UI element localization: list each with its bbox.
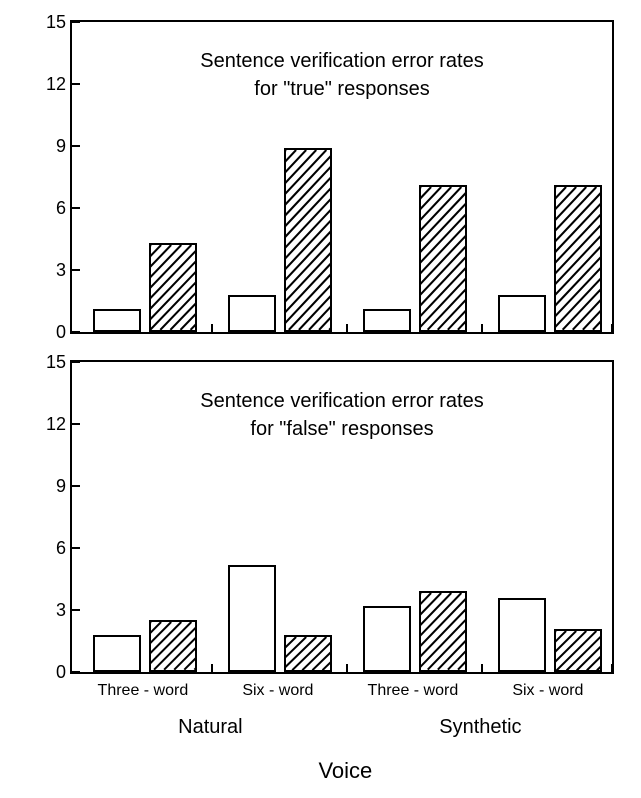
bar-0-7	[554, 185, 602, 332]
ytick-label: 12	[46, 75, 72, 93]
bar-0-0	[93, 309, 141, 332]
group-label-1: Synthetic	[439, 716, 521, 739]
panel-title-line2: for "false" responses	[250, 418, 433, 440]
ytick-label: 9	[56, 477, 72, 495]
ytick-label: 15	[46, 353, 72, 371]
bar-0-2	[228, 295, 276, 332]
panel-title-line2: for "true" responses	[254, 78, 429, 100]
xtick-mark	[481, 324, 483, 334]
bar-0-6	[498, 295, 546, 332]
xtick-mark	[481, 664, 483, 674]
category-label-1: Six - word	[242, 682, 313, 700]
panel-0: 03691215Sentence verification error rate…	[70, 20, 614, 334]
bar-1-4	[363, 606, 411, 672]
xtick-mark	[611, 324, 613, 334]
bar-0-5	[419, 185, 467, 332]
ytick-label: 12	[46, 415, 72, 433]
bar-0-3	[284, 148, 332, 332]
category-label-2: Three - word	[368, 682, 459, 700]
ytick-label: 6	[56, 539, 72, 557]
bar-1-1	[149, 620, 197, 672]
x-axis-label: Voice	[318, 758, 372, 784]
xtick-mark	[346, 324, 348, 334]
bar-0-1	[149, 243, 197, 332]
figure-root: 03691215Sentence verification error rate…	[0, 0, 641, 798]
bar-1-6	[498, 598, 546, 672]
ytick-label: 3	[56, 601, 72, 619]
ytick-label: 6	[56, 199, 72, 217]
ytick-label: 0	[56, 663, 72, 681]
xtick-mark	[611, 664, 613, 674]
xtick-mark	[211, 664, 213, 674]
category-label-0: Three - word	[98, 682, 189, 700]
panel-title-line1: Sentence verification error rates	[200, 390, 483, 412]
xtick-mark	[346, 664, 348, 674]
group-label-0: Natural	[178, 716, 242, 739]
panel-1: 03691215Sentence verification error rate…	[70, 360, 614, 674]
bar-0-4	[363, 309, 411, 332]
bar-1-2	[228, 565, 276, 672]
ytick-label: 3	[56, 261, 72, 279]
xtick-mark	[211, 324, 213, 334]
category-label-3: Six - word	[512, 682, 583, 700]
panel-title-line1: Sentence verification error rates	[200, 50, 483, 72]
bar-1-0	[93, 635, 141, 672]
panel-title-1: Sentence verification error rates for "fa…	[72, 387, 612, 443]
ytick-label: 0	[56, 323, 72, 341]
panel-title-0: Sentence verification error rates for "tr…	[72, 47, 612, 103]
bar-1-5	[419, 591, 467, 672]
ytick-label: 9	[56, 137, 72, 155]
ytick-label: 15	[46, 13, 72, 31]
bar-1-7	[554, 629, 602, 672]
bar-1-3	[284, 635, 332, 672]
